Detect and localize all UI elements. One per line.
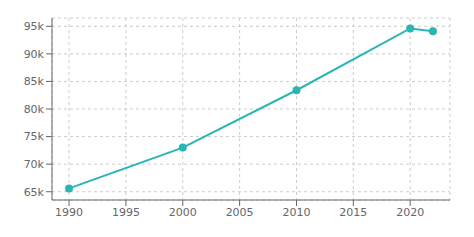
- svg-text:70k: 70k: [24, 158, 45, 171]
- svg-text:2005: 2005: [226, 206, 254, 219]
- svg-text:80k: 80k: [24, 103, 45, 116]
- svg-text:85k: 85k: [24, 75, 45, 88]
- svg-text:2000: 2000: [169, 206, 197, 219]
- svg-text:65k: 65k: [24, 186, 45, 199]
- svg-text:2020: 2020: [396, 206, 424, 219]
- svg-text:1990: 1990: [55, 206, 83, 219]
- svg-text:90k: 90k: [24, 48, 45, 61]
- svg-text:1995: 1995: [112, 206, 140, 219]
- svg-text:75k: 75k: [24, 130, 45, 143]
- svg-text:95k: 95k: [24, 20, 45, 33]
- svg-text:2010: 2010: [282, 206, 310, 219]
- svg-text:2015: 2015: [339, 206, 367, 219]
